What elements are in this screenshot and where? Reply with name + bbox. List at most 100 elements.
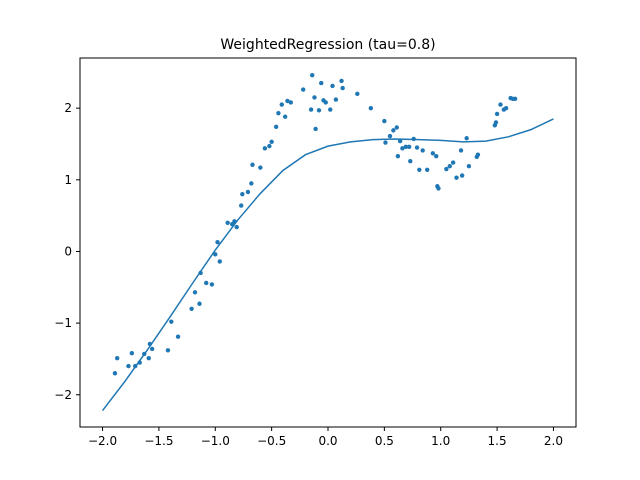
scatter-point — [459, 173, 465, 178]
scatter-point — [267, 143, 272, 149]
scatter-point — [310, 73, 315, 78]
scatter-point — [240, 191, 245, 197]
scatter-point — [512, 96, 518, 102]
scatter-point — [115, 356, 120, 361]
scatter-point — [503, 105, 509, 111]
scatter-point — [494, 111, 500, 117]
scatter-point — [395, 153, 401, 159]
scatter-point — [112, 371, 118, 376]
scatter-point — [276, 110, 281, 116]
scatter-point — [382, 118, 387, 124]
scatter-point — [273, 124, 279, 129]
x-tick-label: −2.0 — [88, 434, 117, 448]
scatter-point — [146, 356, 151, 361]
scatter-point — [420, 148, 425, 153]
scatter-point — [204, 280, 209, 286]
scatter-point — [319, 80, 324, 86]
scatter-point — [458, 148, 464, 153]
scatter-point — [197, 301, 202, 306]
scatter-point — [189, 306, 194, 311]
scatter-point — [330, 83, 335, 89]
scatter-point — [397, 138, 403, 144]
scatter-point — [282, 114, 288, 119]
scatter-point — [217, 259, 222, 264]
scatter-point — [285, 98, 290, 104]
x-tick-label: −0.5 — [257, 434, 286, 448]
scatter-point — [355, 91, 360, 97]
scatter-point — [498, 102, 503, 107]
x-tick-label: 0.0 — [318, 434, 337, 448]
scatter-point — [387, 133, 393, 139]
scatter-point — [250, 162, 255, 167]
scatter-point — [368, 105, 374, 111]
scatter-point — [340, 85, 345, 91]
scatter-point — [464, 136, 469, 141]
plot-marks — [101, 73, 554, 411]
scatter-point — [215, 239, 220, 245]
scatter-point — [425, 167, 430, 172]
y-axis: −2 −1 0 1 2 — [54, 101, 80, 402]
scatter-point — [313, 126, 318, 132]
scatter-point — [450, 160, 456, 165]
scatter-point — [288, 100, 293, 105]
scatter-point — [316, 108, 322, 113]
scatter-point — [213, 252, 218, 257]
scatter-point — [383, 140, 388, 145]
y-tick-label: 2 — [64, 101, 72, 115]
scatter-point — [225, 220, 230, 225]
scatter-point — [434, 153, 439, 159]
scatter-point — [339, 78, 344, 84]
scatter-point — [258, 165, 263, 170]
scatter-point — [493, 120, 499, 125]
scatter-point — [394, 125, 399, 130]
x-tick-label: 1.5 — [488, 434, 507, 448]
scatter-point — [406, 144, 412, 150]
scatter-point — [417, 167, 422, 172]
scatter-point — [245, 189, 251, 195]
scatter-point — [414, 145, 420, 150]
scatter-point — [149, 346, 155, 352]
scatter-point — [126, 363, 131, 369]
x-tick-label: 1.0 — [431, 434, 450, 448]
scatter-point — [165, 348, 171, 353]
scatter-point — [447, 163, 452, 169]
scatter-point — [279, 102, 284, 107]
scatter-point — [269, 139, 274, 145]
chart-title: WeightedRegression (tau=0.8) — [220, 37, 435, 53]
scatter-point — [209, 282, 215, 287]
x-tick-label: −1.5 — [144, 434, 173, 448]
scatter-point — [475, 152, 481, 157]
scatter-point — [234, 224, 239, 230]
scatter-point — [308, 107, 314, 112]
scatter-point — [175, 334, 181, 339]
y-tick-label: −1 — [54, 316, 72, 330]
y-tick-label: 1 — [64, 173, 72, 187]
scatter-point — [239, 203, 244, 208]
scatter-point — [333, 97, 339, 102]
scatter-point — [400, 146, 405, 151]
scatter-point — [312, 95, 317, 100]
scatter-point — [436, 186, 441, 191]
scatter-point — [454, 175, 459, 180]
scatter-point — [249, 181, 254, 186]
scatter-point — [262, 146, 268, 151]
x-axis: −2.0 −1.5 −1.0 −0.5 0.0 0.5 1.0 1.5 2.0 — [88, 427, 563, 448]
scatter-point — [328, 107, 333, 112]
x-tick-label: −1.0 — [201, 434, 230, 448]
scatter-point — [444, 166, 449, 172]
scatter-point — [192, 290, 198, 295]
scatter-point — [169, 319, 174, 324]
scatter-point — [403, 144, 408, 150]
scatter-point — [391, 128, 396, 133]
y-tick-label: −2 — [54, 388, 72, 402]
scatter-point — [466, 163, 472, 169]
y-tick-label: 0 — [64, 244, 72, 258]
scatter-point — [323, 100, 328, 105]
scatter-point — [301, 87, 306, 92]
scatter-point — [430, 151, 436, 156]
scatter-point — [408, 158, 413, 164]
regression-line — [101, 118, 554, 411]
x-tick-label: 0.5 — [375, 434, 394, 448]
